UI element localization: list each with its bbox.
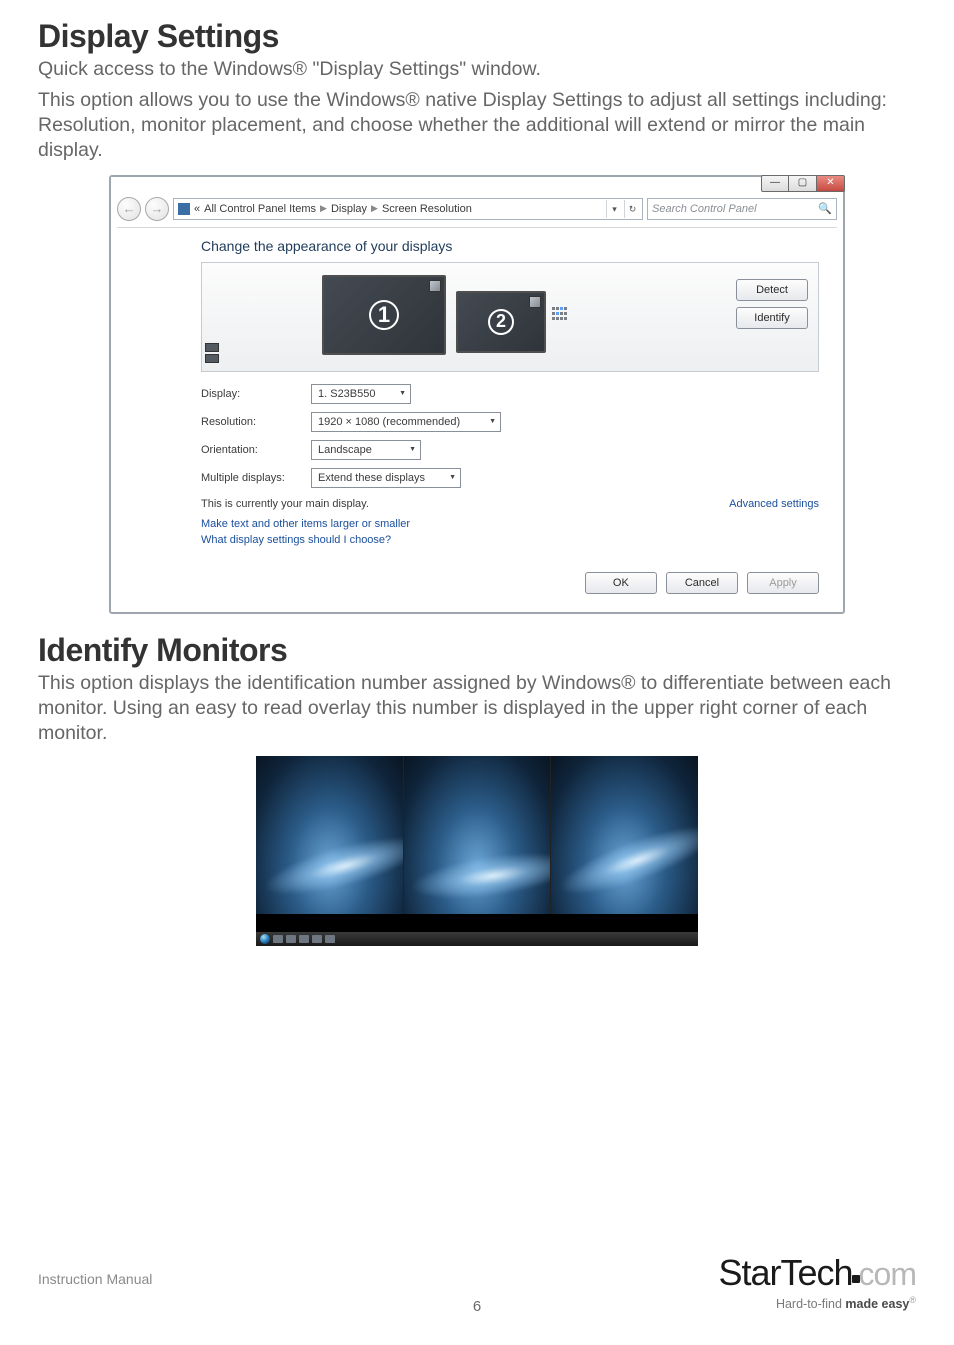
identify-monitors-preview: [256, 756, 698, 946]
window-close-button[interactable]: ✕: [817, 175, 845, 192]
brand-tagline: Hard-to-find made easy®: [718, 1295, 916, 1311]
breadcrumb-sep-icon: ▶: [320, 203, 327, 214]
brand-block: StarTechcom Hard-to-find made easy®: [718, 1255, 916, 1311]
panel-title: Change the appearance of your displays: [201, 238, 819, 254]
breadcrumb-item[interactable]: Display: [331, 203, 367, 215]
search-icon: 🔍: [818, 202, 832, 215]
mini-monitor-icon: [205, 343, 219, 352]
monitor-2[interactable]: 2: [456, 291, 546, 353]
ok-button[interactable]: OK: [585, 572, 657, 594]
taskbar-item: [312, 935, 322, 943]
identify-button[interactable]: Identify: [736, 307, 808, 329]
breadcrumb-sep-icon: ▶: [371, 203, 378, 214]
taskbar: [256, 932, 698, 946]
window-maximize-button[interactable]: ▢: [789, 175, 817, 192]
mini-monitor-icon: [205, 354, 219, 363]
breadcrumb-item[interactable]: Screen Resolution: [382, 203, 472, 215]
monitor-1-number: 1: [369, 300, 399, 330]
breadcrumb-chevrons: «: [194, 203, 200, 215]
display-arrangement-area[interactable]: 1 2 Detect Identify: [201, 262, 819, 372]
address-dropdown-button[interactable]: ▾: [606, 200, 622, 218]
multiple-displays-select[interactable]: Extend these displays: [311, 468, 461, 488]
wallpaper-panel: [551, 756, 698, 914]
wallpaper-panel: [256, 756, 404, 914]
para-im-1: This option displays the identification …: [38, 671, 916, 746]
grid-icon: [552, 307, 567, 320]
breadcrumb-item[interactable]: All Control Panel Items: [204, 203, 316, 215]
search-placeholder: Search Control Panel: [652, 203, 757, 215]
help-link[interactable]: What display settings should I choose?: [201, 534, 819, 546]
nav-back-button[interactable]: ←: [117, 197, 141, 221]
apply-button[interactable]: Apply: [747, 572, 819, 594]
cancel-button[interactable]: Cancel: [666, 572, 738, 594]
nav-forward-button[interactable]: →: [145, 197, 169, 221]
main-display-note: This is currently your main display.: [201, 498, 369, 510]
label-resolution: Resolution:: [201, 416, 311, 428]
brand-dotcom: com: [859, 1256, 916, 1292]
label-display: Display:: [201, 388, 311, 400]
start-orb-icon: [260, 934, 270, 944]
heading-identify-monitors: Identify Monitors: [38, 632, 916, 669]
brand-name: StarTech: [718, 1252, 858, 1293]
monitor-1[interactable]: 1: [322, 275, 446, 355]
orientation-select[interactable]: Landscape: [311, 440, 421, 460]
screen-resolution-window: — ▢ ✕ ← → « All Control Panel Items ▶ Di…: [109, 175, 845, 614]
para-ds-2: This option allows you to use the Window…: [38, 88, 916, 163]
taskbar-item: [273, 935, 283, 943]
taskbar-item: [325, 935, 335, 943]
wallpaper-panel: [404, 756, 552, 914]
window-minimize-button[interactable]: —: [761, 175, 789, 192]
taskbar-item: [286, 935, 296, 943]
detect-button[interactable]: Detect: [736, 279, 808, 301]
display-select[interactable]: 1. S23B550: [311, 384, 411, 404]
page-number: 6: [473, 1298, 481, 1315]
taskbar-item: [299, 935, 309, 943]
heading-display-settings: Display Settings: [38, 18, 916, 55]
search-input[interactable]: Search Control Panel 🔍: [647, 198, 837, 220]
control-panel-icon: [178, 203, 190, 215]
advanced-settings-link[interactable]: Advanced settings: [729, 498, 819, 510]
text-size-link[interactable]: Make text and other items larger or smal…: [201, 518, 819, 530]
label-orientation: Orientation:: [201, 444, 311, 456]
breadcrumb-bar[interactable]: « All Control Panel Items ▶ Display ▶ Sc…: [173, 198, 643, 220]
address-refresh-button[interactable]: ↻: [624, 200, 640, 218]
resolution-select[interactable]: 1920 × 1080 (recommended): [311, 412, 501, 432]
monitor-2-number: 2: [488, 309, 514, 335]
label-multiple-displays: Multiple displays:: [201, 472, 311, 484]
footer-label: Instruction Manual: [38, 1271, 152, 1287]
para-ds-1: Quick access to the Windows® "Display Se…: [38, 57, 916, 82]
